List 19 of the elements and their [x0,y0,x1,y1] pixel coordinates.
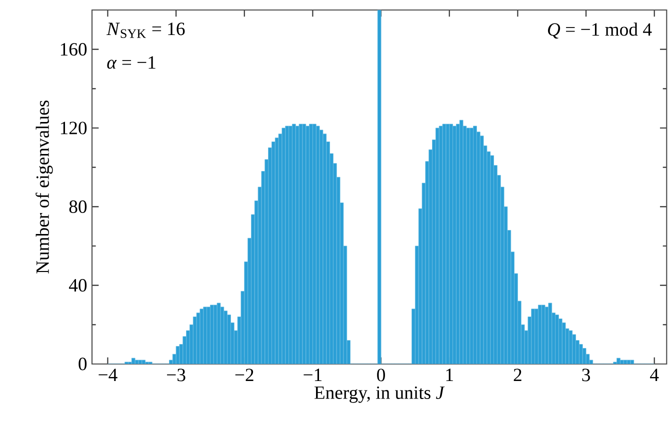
x-tick-label: 4 [650,368,659,381]
annotation: α = −1 [107,56,156,69]
annotation: Q = −1 mod 4 [548,22,652,39]
x-tick-label: −1 [304,368,322,382]
x-tick-label: −3 [167,368,186,382]
y-tick-label: 80 [69,200,87,213]
y-tick-label: 120 [60,122,87,134]
y-tick-label: 0 [78,358,87,370]
annotation: N$_{SYK}$ = 16 [106,22,185,38]
x-tick-label: −2 [235,368,254,382]
y-tick-label: 160 [60,43,87,56]
x-axis-title: Energy, in units J [314,386,445,403]
x-tick-label: 3 [582,368,590,382]
y-axis-title: Number of eigenvalues [36,100,53,274]
x-tick-label: 2 [514,368,522,382]
x-tick-label: −4 [98,368,118,381]
y-tick-label: 40 [68,279,87,292]
x-tick-label: 0 [377,368,385,382]
x-tick-label: 1 [446,368,453,382]
